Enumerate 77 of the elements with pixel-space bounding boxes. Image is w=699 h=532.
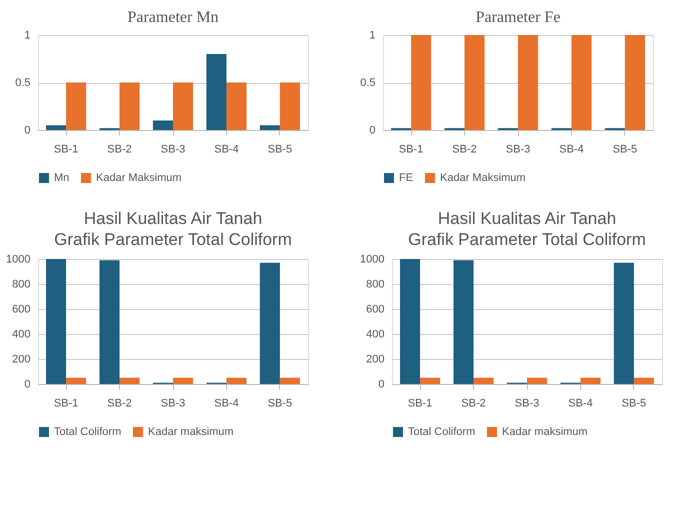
y-tick-label: 1 [24,30,30,42]
x-tick-label: SB-2 [452,144,477,156]
y-tick-label: 600 [366,304,384,316]
chart-title: Parameter Fe [476,9,560,26]
y-tick-label: 0.5 [15,77,30,89]
y-tick-label: 600 [12,304,30,316]
y-tick-label: 800 [366,278,384,290]
x-tick-label: SB-1 [54,144,78,156]
y-tick-label: 0 [378,378,384,390]
y-tick-label: 400 [12,328,30,340]
bar [206,54,226,130]
y-tick-label: 0.5 [360,77,376,89]
y-tick-label: 1000 [360,254,384,266]
bar [420,378,440,384]
x-tick-label: SB-2 [461,398,486,410]
legend-label: Kadar Maksimum [96,172,182,184]
y-tick-label: 800 [12,278,30,290]
bar [634,378,654,384]
bar [400,259,420,384]
bar [453,260,474,384]
bar [280,378,300,384]
bar [474,378,494,384]
legend-label: Kadar maksimum [502,426,588,438]
y-tick-label: 400 [366,328,384,340]
bar [226,378,247,384]
x-tick-label: SB-1 [398,144,424,156]
x-tick-label: SB-5 [268,144,292,156]
bar [46,125,66,130]
bar [580,378,601,384]
bar [260,262,280,384]
x-tick-label: SB-1 [408,398,432,410]
chart-title: Hasil Kualitas Air Tanah [84,209,262,228]
legend-label: Kadar Maksimum [440,172,526,184]
bar [152,120,173,130]
x-tick-label: SB-3 [160,398,186,410]
y-tick-label: 200 [12,354,30,366]
x-tick-label: SB-3 [160,144,186,156]
bar [527,378,548,384]
bar [66,82,86,130]
x-tick-label: SB-2 [107,398,132,410]
bar [120,378,140,384]
y-tick-label: 200 [366,354,384,366]
x-tick-label: SB-3 [514,398,540,410]
x-tick-label: SB-5 [268,398,292,410]
bar [280,82,300,130]
x-tick-label: SB-4 [214,144,239,156]
bar [66,378,86,384]
bar [46,259,66,384]
x-tick-label: SB-1 [54,398,78,410]
x-tick-label: SB-2 [107,144,132,156]
bar [120,82,140,130]
legend-label: Kadar maksimum [148,426,234,438]
x-tick-label: SB-5 [622,398,646,410]
y-tick-label: 1 [369,30,376,42]
x-tick-label: SB-3 [506,144,530,156]
bar [260,125,280,130]
legend-label: Mn [54,172,70,184]
y-tick-label: 0 [24,378,30,390]
legend-label: Total Coliform [408,426,476,438]
chart-subtitle: Grafik Parameter Total Coliform [54,230,292,249]
bar [226,82,247,130]
x-tick-label: SB-4 [559,144,584,156]
y-tick-label: 1000 [6,254,30,266]
chart-subtitle: Grafik Parameter Total Coliform [408,230,646,249]
legend-label: Total Coliform [54,426,122,438]
bar [173,378,194,384]
x-tick-label: SB-4 [568,398,593,410]
x-tick-label: SB-4 [214,398,239,410]
bar [173,82,194,130]
y-tick-label: 0 [24,124,30,136]
chart-title: Hasil Kualitas Air Tanah [438,209,616,228]
legend-label: FE [399,172,414,184]
y-tick-label: 0 [369,124,376,136]
bar [614,262,634,384]
x-tick-label: SB-5 [612,144,638,156]
chart-title: Parameter Mn [127,9,219,26]
bar [99,260,120,384]
